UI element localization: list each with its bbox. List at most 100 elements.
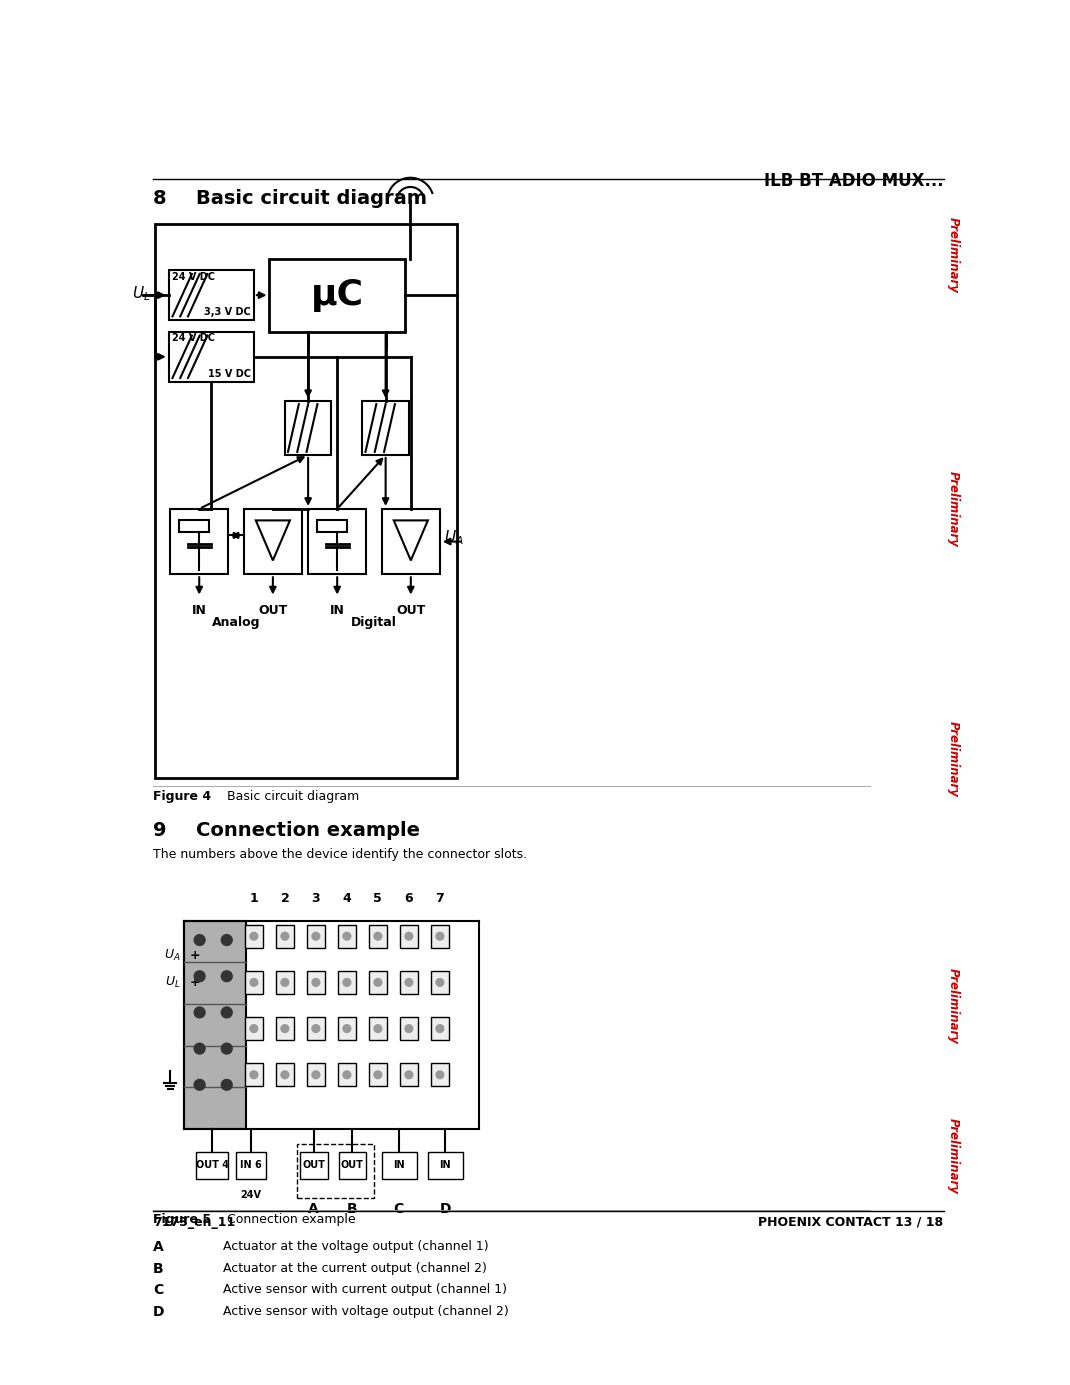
Circle shape <box>194 1007 205 1018</box>
Text: OUT: OUT <box>302 1161 325 1170</box>
Circle shape <box>281 1071 289 1079</box>
Bar <box>382 508 440 575</box>
Circle shape <box>435 1025 444 1032</box>
Text: A: A <box>153 1241 164 1255</box>
Bar <box>276 925 294 947</box>
Text: $U_A$: $U_A$ <box>164 947 180 963</box>
Circle shape <box>221 1043 232 1054</box>
Bar <box>399 971 418 994</box>
Circle shape <box>221 1007 232 1018</box>
Circle shape <box>250 1071 258 1079</box>
Bar <box>428 1152 463 1179</box>
Circle shape <box>435 979 444 986</box>
Text: 3,3 V DC: 3,3 V DC <box>204 307 250 317</box>
Bar <box>276 1064 294 1086</box>
Bar <box>307 925 325 947</box>
Text: Basic circuit diagram: Basic circuit diagram <box>227 789 360 803</box>
Circle shape <box>250 1025 258 1032</box>
Bar <box>363 402 409 454</box>
Circle shape <box>221 971 232 982</box>
Bar <box>276 1017 294 1040</box>
Circle shape <box>194 1079 205 1090</box>
Bar <box>318 521 347 532</box>
Text: C: C <box>153 1284 164 1298</box>
Bar <box>368 925 387 947</box>
Text: 2: 2 <box>280 892 289 906</box>
Text: 9: 9 <box>153 821 167 839</box>
Text: D: D <box>153 1305 165 1319</box>
Text: Preliminary: Preliminary <box>947 1118 960 1194</box>
Text: ILB BT ADIO MUX...: ILB BT ADIO MUX... <box>764 172 944 190</box>
Bar <box>337 925 356 947</box>
Text: 3: 3 <box>311 892 320 906</box>
Text: Preliminary: Preliminary <box>947 968 960 1043</box>
Text: Basic circuit diagram: Basic circuit diagram <box>196 190 427 208</box>
Bar <box>337 1017 356 1040</box>
Text: $U_L$: $U_L$ <box>165 975 180 990</box>
Circle shape <box>374 979 382 986</box>
Text: B: B <box>153 1262 164 1276</box>
Circle shape <box>194 1043 205 1054</box>
Circle shape <box>343 1071 351 1079</box>
Text: Actuator at the current output (channel 2): Actuator at the current output (channel … <box>223 1262 487 1276</box>
Circle shape <box>312 979 320 986</box>
Text: IN: IN <box>393 1161 404 1170</box>
Circle shape <box>406 1071 413 1079</box>
Bar <box>399 925 418 947</box>
Bar <box>339 1152 366 1179</box>
Circle shape <box>194 935 205 946</box>
Bar <box>169 270 254 320</box>
Circle shape <box>435 932 444 940</box>
Bar <box>169 332 254 382</box>
Bar <box>296 1144 374 1198</box>
Bar <box>430 1064 449 1086</box>
Circle shape <box>250 932 258 940</box>
Circle shape <box>312 1071 320 1079</box>
Circle shape <box>281 979 289 986</box>
Bar <box>337 971 356 994</box>
Text: Preliminary: Preliminary <box>947 217 960 292</box>
Text: 1: 1 <box>249 892 258 906</box>
Text: OUT: OUT <box>396 604 426 616</box>
Bar <box>399 1017 418 1040</box>
Text: 7: 7 <box>435 892 444 906</box>
Bar <box>285 402 332 454</box>
Text: 7173_en_11: 7173_en_11 <box>153 1216 235 1228</box>
Text: 6: 6 <box>404 892 413 906</box>
Text: Active sensor with current output (channel 1): Active sensor with current output (chann… <box>223 1284 507 1296</box>
Text: +: + <box>189 976 200 989</box>
Circle shape <box>250 979 258 986</box>
Bar <box>307 1017 325 1040</box>
Text: Preliminary: Preliminary <box>947 722 960 796</box>
Text: 4: 4 <box>342 892 351 906</box>
Text: A: A <box>308 1202 319 1216</box>
Text: PHOENIX CONTACT 13 / 18: PHOENIX CONTACT 13 / 18 <box>759 1216 944 1228</box>
Text: Figure 4: Figure 4 <box>153 789 211 803</box>
Text: μC: μC <box>310 278 364 312</box>
Bar <box>236 1152 265 1179</box>
Bar <box>276 971 294 994</box>
Circle shape <box>194 971 205 982</box>
Bar <box>196 1152 228 1179</box>
Text: 15 V DC: 15 V DC <box>208 368 250 378</box>
Text: $U_A$: $U_A$ <box>444 528 463 547</box>
Circle shape <box>406 979 413 986</box>
Bar <box>430 925 449 947</box>
Bar <box>337 1064 356 1086</box>
Text: B: B <box>347 1202 357 1216</box>
Bar <box>430 1017 449 1040</box>
Bar <box>270 259 406 332</box>
Text: 8: 8 <box>153 190 167 208</box>
Text: 24 V DC: 24 V DC <box>171 271 215 281</box>
Text: The numbers above the device identify the connector slots.: The numbers above the device identify th… <box>153 848 528 860</box>
Circle shape <box>312 932 320 940</box>
Text: OUT: OUT <box>341 1161 364 1170</box>
Bar <box>245 1017 263 1040</box>
Text: Connection example: Connection example <box>196 821 419 839</box>
Bar <box>244 508 302 575</box>
Circle shape <box>435 1071 444 1079</box>
Bar <box>180 521 209 532</box>
Bar <box>308 508 366 575</box>
Text: Digital: Digital <box>351 616 397 629</box>
Bar <box>301 1152 327 1179</box>
